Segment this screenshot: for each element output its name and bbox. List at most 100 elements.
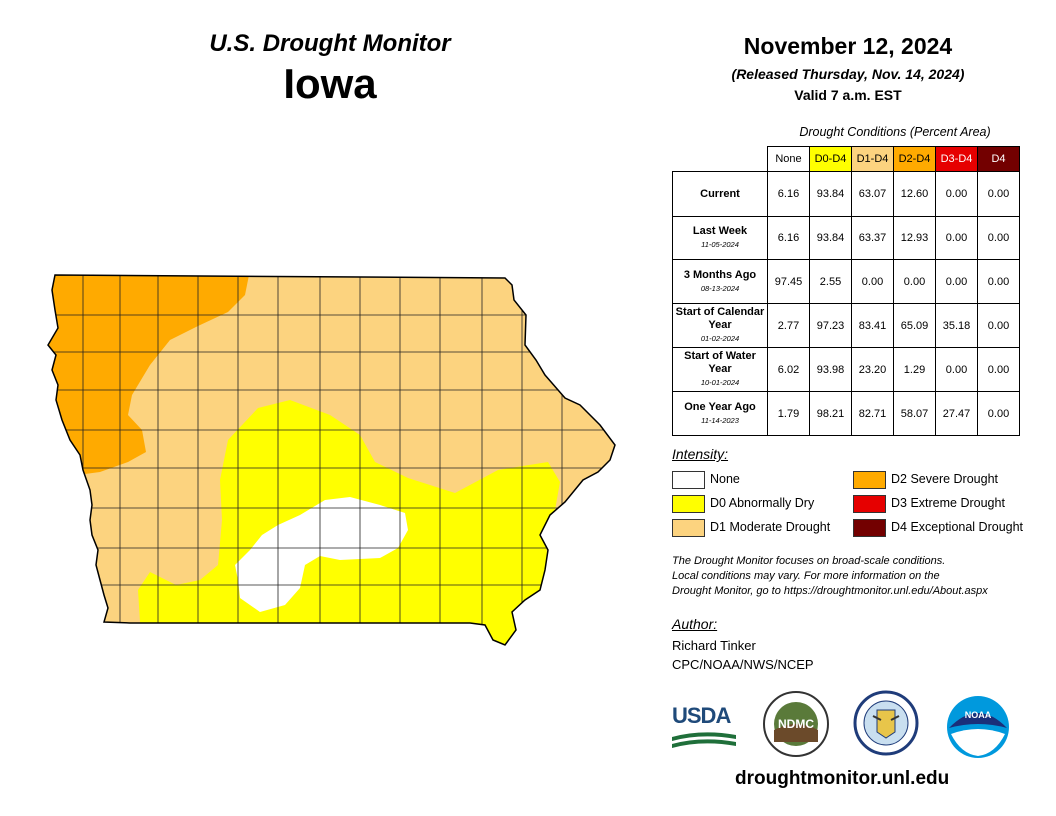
row-date: 08-13-2024 (700, 283, 740, 293)
row-label-text: One Year Ago (684, 400, 756, 413)
row-label-text: Current (700, 187, 740, 200)
table-row: Current 6.16 93.84 63.07 12.60 0.00 0.00 (672, 171, 1020, 217)
col-header-d4: D4 (977, 146, 1020, 172)
table-cell: 2.77 (767, 303, 810, 348)
table-cell: 6.02 (767, 347, 810, 392)
legend-swatch (672, 495, 705, 513)
legend-label: D2 Severe Drought (891, 472, 999, 486)
table-cell: 1.29 (893, 347, 936, 392)
legend-label: D4 Exceptional Drought (891, 520, 1024, 534)
table-cell: 0.00 (977, 216, 1020, 260)
table-cell: 6.16 (767, 171, 810, 217)
col-header-none: None (767, 146, 810, 172)
col-header-d1-d4: D1-D4 (851, 146, 894, 172)
table-row: One Year Ago 11-14-2023 1.79 98.21 82.71 58.0… (672, 391, 1020, 436)
commerce-seal-logo (853, 690, 919, 756)
author-org: CPC/NOAA/NWS/NCEP (672, 657, 814, 672)
legend-swatch (853, 495, 886, 513)
table-cell: 12.93 (893, 216, 936, 260)
table-row: Start of Water Year 10-01-2024 6.02 93.98 23… (672, 347, 1020, 392)
table-cell: 12.60 (893, 171, 936, 217)
table-cell: 0.00 (935, 216, 978, 260)
intensity-title: Intensity: (672, 446, 729, 462)
d2-region (48, 275, 250, 480)
ndmc-logo: NDMC (763, 691, 829, 757)
table-cell: 0.00 (935, 347, 978, 392)
col-header-d0-d4: D0-D4 (809, 146, 852, 172)
row-date: 10-01-2024 (700, 378, 740, 387)
legend-label: D0 Abnormally Dry (710, 496, 815, 510)
table-cell: 83.41 (851, 303, 894, 348)
table-cell: 1.79 (767, 391, 810, 436)
table-cell: 2.55 (809, 259, 852, 304)
row-label: Start of Calendar Year 01-02-2024 (672, 303, 768, 348)
row-label: One Year Ago 11-14-2023 (672, 391, 768, 436)
table-cell: 0.00 (977, 391, 1020, 436)
table-cell: 0.00 (977, 303, 1020, 348)
table-row: Start of Calendar Year 01-02-2024 2.77 97.2… (672, 303, 1020, 348)
legend-swatch (672, 471, 705, 489)
table-cell: 63.37 (851, 216, 894, 260)
col-header-d3-d4: D3-D4 (935, 146, 978, 172)
table-cell: 93.98 (809, 347, 852, 392)
row-label: 3 Months Ago 08-13-2024 (672, 259, 768, 304)
table-body: Current 6.16 93.84 63.07 12.60 0.00 0.00 Last W… (672, 171, 1020, 436)
row-label-text: 3 Months Ago (683, 268, 757, 281)
iowa-drought-map (47, 274, 616, 646)
row-label: Last Week 11-05-2024 (672, 216, 768, 260)
legend-label: D3 Extreme Drought (891, 496, 1005, 510)
table-cell: 0.00 (935, 259, 978, 304)
ndmc-logo-text: NDMC (778, 717, 814, 731)
table-cell: 0.00 (977, 347, 1020, 392)
website-url[interactable]: droughtmonitor.unl.edu (735, 768, 950, 789)
drought-stats-table: None D0-D4 D1-D4 D2-D4 D3-D4 D4 Current 6… (672, 146, 1020, 436)
table-cell: 0.00 (851, 259, 894, 304)
row-label-text: Start of Water Year (684, 350, 756, 375)
table-corner (673, 147, 768, 172)
row-label: Start of Water Year 10-01-2024 (672, 347, 768, 392)
noaa-logo-text: NOAA (965, 710, 992, 720)
date-block: November 12, 2024 (Released Thursday, No… (688, 33, 1008, 103)
table-cell: 98.21 (809, 391, 852, 436)
table-caption: Drought Conditions (Percent Area) (799, 125, 991, 139)
table-cell: 35.18 (935, 303, 978, 348)
map-date: November 12, 2024 (743, 33, 953, 59)
table-cell: 97.23 (809, 303, 852, 348)
table-cell: 65.09 (893, 303, 936, 348)
table-header-row: None D0-D4 D1-D4 D2-D4 D3-D4 D4 (673, 146, 1020, 172)
row-date: 01-02-2024 (700, 334, 740, 343)
usda-logo: USDA (672, 703, 736, 756)
state-title: Iowa (283, 60, 377, 107)
table-cell: 58.07 (893, 391, 936, 436)
table-cell: 93.84 (809, 171, 852, 217)
table-cell: 27.47 (935, 391, 978, 436)
table-cell: 97.45 (767, 259, 810, 304)
author-name: Richard Tinker (672, 638, 756, 653)
table-cell: 82.71 (851, 391, 894, 436)
table-cell: 63.07 (851, 171, 894, 217)
note-line: Local conditions may vary. For more info… (672, 570, 940, 582)
info-note: The Drought Monitor focuses on broad-sca… (672, 554, 1042, 599)
county-boundaries (48, 275, 615, 645)
usda-swoosh-icon (672, 732, 736, 748)
row-date: 11-14-2023 (701, 415, 739, 425)
table-cell: 0.00 (977, 171, 1020, 217)
table-row: Last Week 11-05-2024 6.16 93.84 63.37 12.93 0.… (672, 216, 1020, 260)
table-cell: 0.00 (893, 259, 936, 304)
state-outline (47, 274, 616, 646)
map-subtitle: U.S. Drought Monitor (209, 30, 451, 57)
row-label-text: Start of Calendar Year (675, 306, 765, 331)
table-cell: 23.20 (851, 347, 894, 392)
map-title-block: U.S. Drought Monitor Iowa (150, 30, 510, 108)
note-line: Drought Monitor, go to https://droughtmo… (672, 585, 988, 597)
table-cell: 93.84 (809, 216, 852, 260)
col-header-d2-d4: D2-D4 (893, 146, 936, 172)
table-cell: 6.16 (767, 216, 810, 260)
legend-label: None (710, 472, 740, 486)
author-title: Author: (672, 616, 718, 632)
row-date: 11-05-2024 (701, 240, 739, 249)
legend-swatch (853, 471, 886, 489)
valid-time: Valid 7 a.m. EST (794, 87, 902, 103)
table-row: 3 Months Ago 08-13-2024 97.45 2.55 0.00 0.00 0… (672, 259, 1020, 304)
release-date: (Released Thursday, Nov. 14, 2024) (731, 66, 965, 82)
